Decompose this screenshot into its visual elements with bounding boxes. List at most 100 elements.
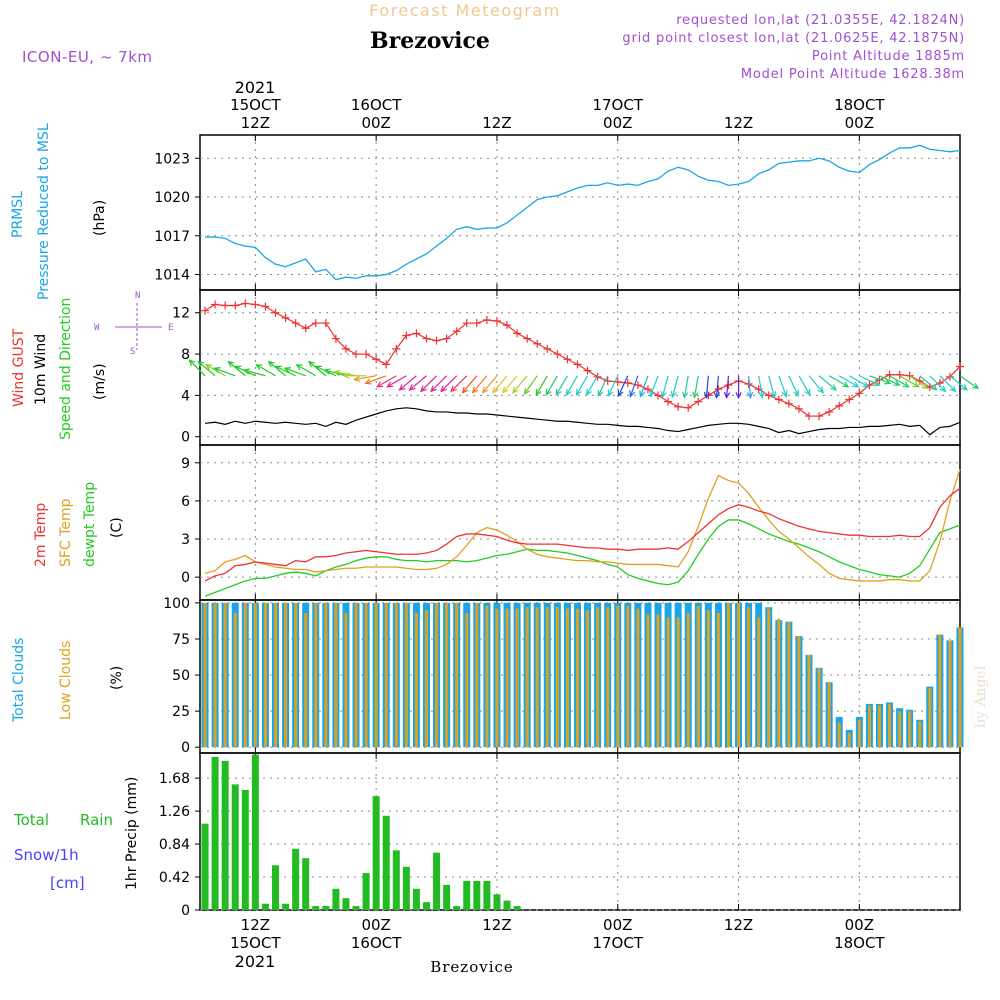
wind-dir-arrowhead bbox=[512, 386, 519, 394]
gust-marker bbox=[945, 372, 954, 381]
wind-dir-arrowhead bbox=[575, 388, 582, 397]
wind-dir-arrow bbox=[629, 375, 639, 397]
gust-marker bbox=[291, 319, 300, 328]
gust-marker bbox=[442, 334, 451, 343]
wind-dir-arrowhead bbox=[386, 381, 394, 388]
gust-line bbox=[204, 302, 961, 417]
wind-dir-arrow bbox=[256, 364, 276, 377]
cloud-low-bar bbox=[485, 605, 489, 748]
cloud-low-bar bbox=[656, 614, 660, 748]
year-top: 2021 bbox=[235, 78, 276, 97]
ytick-label: 12 bbox=[172, 306, 190, 322]
precip-bar bbox=[453, 906, 461, 910]
cloud-low-bar bbox=[455, 602, 459, 748]
cloud-low-bar bbox=[666, 617, 670, 748]
ytick-label: 0.84 bbox=[159, 837, 190, 853]
wind-dir-arrow bbox=[565, 375, 579, 396]
wind-dir-arrow bbox=[899, 375, 919, 388]
cloud-low-bar bbox=[314, 602, 318, 748]
ytick-label: 1.26 bbox=[159, 804, 190, 820]
total-clouds-label: Total Clouds bbox=[11, 638, 27, 723]
wind-dir-arrow bbox=[440, 375, 458, 392]
dew-label: dewpt Temp bbox=[82, 482, 98, 567]
wind-dir-arrow bbox=[214, 367, 236, 377]
subtitle: Forecast Meteogram bbox=[369, 1, 560, 20]
wind-dir-arrowhead bbox=[692, 391, 699, 399]
direction-label: Speed and Direction bbox=[58, 298, 74, 440]
wind-dir-arrowhead bbox=[502, 386, 509, 394]
wind-dir-arrowhead bbox=[682, 391, 689, 399]
wind-dir-arrow bbox=[555, 375, 568, 396]
gust-marker bbox=[211, 300, 220, 309]
wind-dir-arrow bbox=[524, 375, 538, 395]
wind-dir-arrowhead bbox=[491, 386, 499, 394]
wind-dir-arrow bbox=[705, 375, 709, 398]
wind-dir-arrow bbox=[649, 375, 659, 397]
year-bottom: 2021 bbox=[235, 952, 276, 971]
model-altitude: Model Point Altitude 1628.38m bbox=[741, 67, 965, 82]
cloud-ylabel: (%) bbox=[109, 666, 125, 690]
wind-dir-arrowhead bbox=[703, 391, 711, 400]
gust-marker bbox=[372, 355, 381, 364]
ytick-label: 3 bbox=[181, 532, 190, 548]
time-label-hour-top: 12Z bbox=[482, 114, 511, 132]
gust-marker bbox=[311, 319, 320, 328]
time-label-hour-top: 00Z bbox=[845, 114, 874, 132]
precip-rain-label: Rain bbox=[80, 811, 113, 829]
wind-dir-arrowhead bbox=[902, 381, 910, 388]
ytick-label: 1.68 bbox=[159, 771, 190, 787]
t2m-line bbox=[204, 487, 961, 582]
wind-dir-arrow bbox=[462, 375, 478, 394]
precip-bar bbox=[513, 906, 521, 910]
time-label-date-top: 18OCT bbox=[834, 96, 885, 114]
wind-dir-arrowhead bbox=[353, 375, 361, 382]
wind-dir-arrowhead bbox=[450, 385, 458, 393]
precip-snow-label: Snow/1h bbox=[14, 846, 79, 864]
wind-dir-arrowhead bbox=[629, 390, 636, 398]
wind-dir-arrow bbox=[296, 364, 317, 377]
gust-marker bbox=[221, 301, 230, 310]
wind-dir-arrowhead bbox=[342, 372, 350, 379]
cloud-low-bar bbox=[636, 608, 640, 748]
precip-bar bbox=[292, 848, 300, 910]
wind-dir-arrow bbox=[492, 375, 508, 394]
wind-speed-line bbox=[204, 407, 961, 436]
cloud-low-bar bbox=[908, 711, 912, 748]
wind-dir-arrow bbox=[334, 371, 357, 377]
ytick-label: 6 bbox=[181, 494, 190, 510]
cloud-low-bar bbox=[817, 667, 821, 748]
gust-marker bbox=[664, 397, 673, 406]
gust-marker bbox=[694, 397, 703, 406]
wind-dir-arrow bbox=[586, 375, 599, 396]
wind-dir-arrowhead bbox=[597, 389, 604, 397]
gust-marker bbox=[815, 412, 824, 421]
wind-dir-arrowhead bbox=[949, 385, 957, 393]
cloud-low-bar bbox=[384, 602, 388, 748]
cloud-low-bar bbox=[344, 612, 348, 748]
gust-marker bbox=[583, 366, 592, 375]
wind-dir-arrowhead bbox=[972, 382, 980, 390]
wind-dir-arrowhead bbox=[255, 364, 263, 371]
wind-dir-arrow bbox=[284, 367, 306, 377]
ytick-label: 0 bbox=[181, 740, 190, 756]
footer-location: Brezovice bbox=[430, 958, 514, 976]
cloud-low-bar bbox=[958, 627, 962, 748]
wind-dir-arrow bbox=[399, 375, 417, 391]
wind-dir-arrow bbox=[671, 375, 679, 398]
precip-panel: Total Rain Snow/1h [cm] 1hr Precip (mm) … bbox=[13, 752, 961, 919]
gust-marker bbox=[503, 321, 512, 330]
ytick-label: 75 bbox=[172, 632, 190, 648]
cloud-low-bar bbox=[414, 612, 418, 748]
wind-dir-arrow bbox=[869, 375, 891, 384]
wind-dir-arrow bbox=[365, 375, 387, 384]
cloud-low-bar bbox=[737, 602, 741, 748]
precip-bar bbox=[231, 784, 239, 910]
precip-bar bbox=[483, 880, 491, 910]
cloud-low-bar bbox=[575, 608, 579, 748]
cloud-low-bar bbox=[696, 605, 700, 748]
wind-dir-arrowhead bbox=[545, 388, 552, 397]
ytick-label: 0 bbox=[181, 570, 190, 586]
time-label-date-top: 16OCT bbox=[351, 96, 402, 114]
wind-dir-arrow bbox=[758, 375, 764, 398]
